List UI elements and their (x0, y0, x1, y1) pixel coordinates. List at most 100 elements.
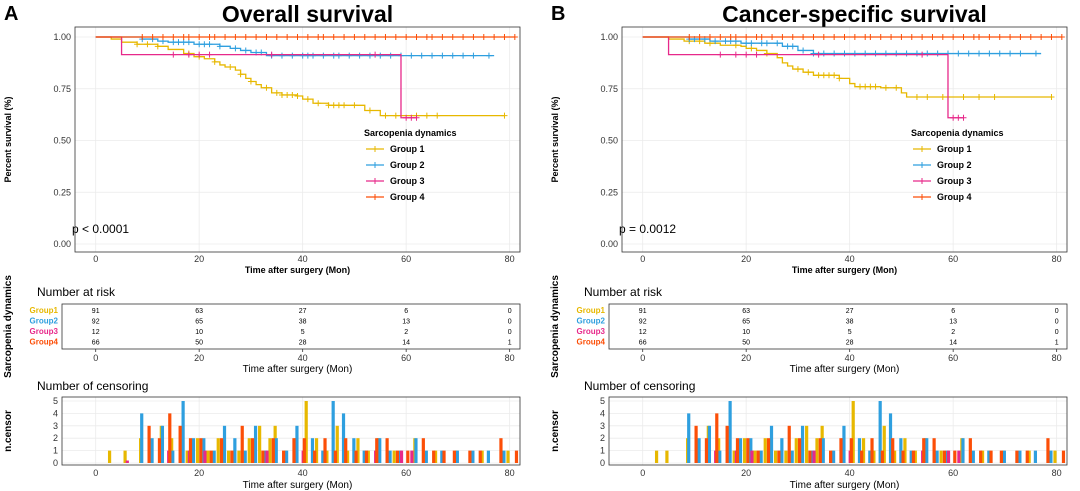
km-censor-mark-group-2 (232, 45, 239, 52)
km-censor-mark-group-4 (351, 34, 358, 40)
censor-bar-group-4 (1061, 450, 1066, 463)
censor-bar-group-4 (1015, 450, 1019, 463)
km-censor-mark-group-4 (727, 34, 734, 40)
legend-key-mark (372, 162, 378, 168)
km-censor-mark-group-3 (960, 114, 967, 121)
legend-title: Sarcopenia dynamics (364, 128, 457, 138)
censor-bar-group-4 (922, 438, 926, 463)
censor-bar-group-2 (707, 425, 712, 463)
km-censor-mark-group-4 (159, 34, 166, 40)
km-censor-mark-group-1 (351, 102, 358, 109)
km-y-tick-label: 0.50 (600, 136, 618, 146)
censor-plot-border (608, 396, 1068, 466)
km-censor-mark-group-2 (784, 43, 791, 50)
censor-y-tick-label: 1 (53, 446, 58, 456)
km-censor-mark-group-4 (758, 34, 765, 40)
censor-bar-group-4 (452, 450, 456, 463)
censor-bar-group-1 (268, 438, 272, 463)
km-censor-mark-group-4 (810, 34, 817, 40)
legend-key-mark (919, 162, 925, 168)
km-censor-mark-group-2 (356, 52, 363, 59)
km-x-tick-label: 80 (1052, 254, 1062, 264)
km-censor-mark-group-2 (485, 52, 492, 59)
censor-bar-group-4 (715, 413, 719, 463)
km-censor-mark-group-1 (154, 43, 161, 50)
censor-bar-group-3 (410, 450, 414, 463)
censor-bar-group-4 (261, 450, 265, 463)
km-censor-mark-group-4 (315, 34, 322, 40)
censor-bar-group-4 (1025, 450, 1029, 463)
km-censor-mark-group-1 (289, 91, 296, 98)
risk-cell: 1 (1055, 340, 1059, 347)
km-censor-mark-group-1 (939, 94, 946, 101)
censor-bar-group-2 (868, 450, 872, 463)
km-censor-mark-group-4 (294, 34, 301, 40)
km-y-axis-title: Percent survival (%) (3, 96, 13, 182)
risk-x-tick-label: 40 (298, 353, 308, 363)
censor-bar-group-2 (935, 450, 939, 463)
km-censor-mark-group-4 (180, 34, 187, 40)
risk-x-tick-label: 0 (640, 353, 645, 363)
censor-y-tick-label: 0 (53, 458, 58, 468)
risk-cell: 91 (92, 308, 100, 315)
censor-bar-group-1 (480, 450, 484, 463)
risk-cell: 65 (742, 319, 750, 326)
censor-bar-group-4 (250, 438, 255, 463)
km-x-tick-label: 20 (194, 254, 204, 264)
km-censor-mark-group-4 (919, 34, 926, 40)
censor-bar-group-4 (911, 450, 916, 463)
km-censor-mark-group-4 (413, 34, 420, 40)
km-censor-mark-group-2 (882, 50, 889, 57)
censor-bar-group-3 (750, 450, 754, 463)
km-censor-mark-group-2 (470, 52, 477, 59)
km-y-tick-label: 0.75 (600, 84, 618, 94)
risk-cell: 6 (951, 308, 955, 315)
risk-cell: 0 (1055, 319, 1059, 326)
censor-bar-group-4 (364, 450, 369, 463)
censor-y-tick-label: 4 (53, 408, 58, 418)
risk-y-axis-title: Sarcopenia dynamics (550, 275, 561, 378)
km-x-tick-label: 20 (741, 254, 751, 264)
censor-bar-group-4 (514, 450, 519, 463)
censor-bar-group-4 (323, 438, 327, 463)
censor-y-tick-label: 1 (600, 446, 605, 456)
risk-cell: 1 (508, 340, 512, 347)
km-x-tick-label: 40 (845, 254, 855, 264)
km-censor-mark-group-2 (712, 38, 719, 45)
km-censor-mark-group-1 (134, 41, 141, 48)
km-x-tick-label: 80 (505, 254, 515, 264)
risk-x-tick-label: 80 (1052, 353, 1062, 363)
risk-x-axis-title: Time after surgery (Mon) (790, 364, 900, 375)
km-censor-mark-group-4 (1058, 34, 1065, 40)
legend-label-group-3: Group 3 (937, 176, 972, 186)
km-censor-mark-group-3 (753, 51, 760, 58)
km-censor-mark-group-1 (278, 91, 285, 98)
censor-bar-group-4 (880, 450, 884, 463)
censor-bar-group-2 (243, 450, 247, 463)
censor-bar-group-1 (237, 450, 241, 463)
km-censor-mark-group-4 (939, 34, 946, 40)
censor-bar-group-4 (499, 438, 503, 463)
censor-bar-group-2 (697, 438, 701, 463)
censor-y-axis-title: n.censor (3, 410, 14, 452)
censor-bar-group-4 (746, 438, 750, 463)
censor-bar-group-1 (247, 438, 251, 463)
km-censor-mark-group-1 (330, 102, 337, 109)
km-censor-mark-group-1 (237, 71, 244, 78)
km-plot-border (621, 26, 1068, 253)
censor-bar-group-4 (219, 438, 224, 463)
risk-cell: 28 (299, 340, 307, 347)
km-plot-border (74, 26, 521, 253)
censor-bar-group-1 (913, 450, 917, 463)
censor-bar-group-4 (375, 438, 379, 463)
censor-bar-group-4 (432, 450, 436, 463)
risk-cell: 66 (92, 340, 100, 347)
km-censor-mark-group-2 (335, 52, 342, 59)
km-censor-mark-group-4 (908, 34, 915, 40)
legend-title: Sarcopenia dynamics (911, 128, 1004, 138)
km-censor-mark-group-3 (717, 51, 724, 58)
km-censor-mark-group-4 (1027, 34, 1034, 40)
km-censor-mark-group-2 (242, 47, 249, 54)
censor-x-tick-label: 0 (640, 468, 645, 478)
risk-cell: 27 (846, 308, 854, 315)
